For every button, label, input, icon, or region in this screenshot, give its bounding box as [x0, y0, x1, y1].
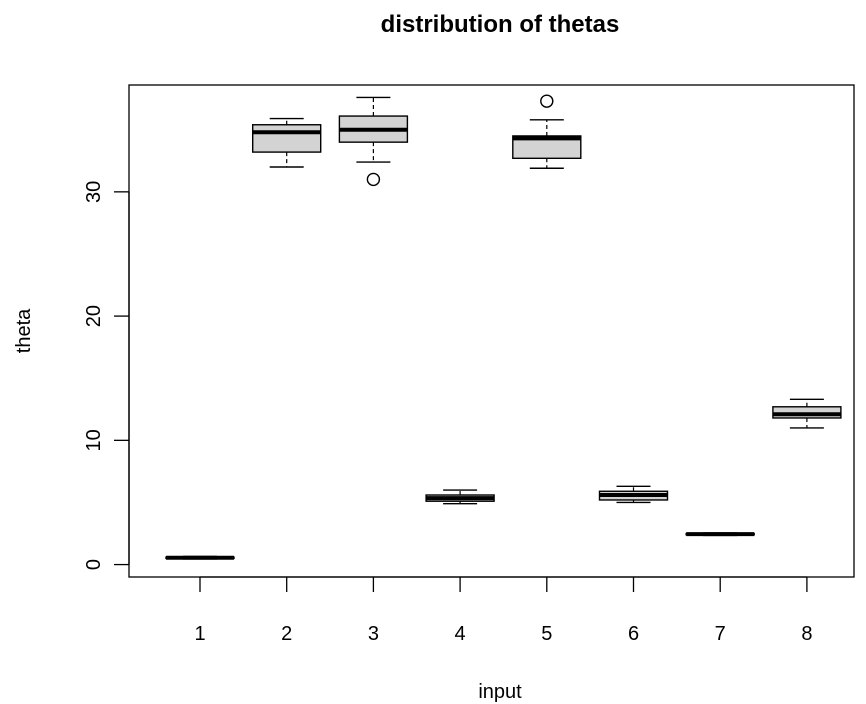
x-tick-label: 7	[715, 623, 726, 645]
y-tick-label: 20	[83, 305, 105, 327]
box-1	[165, 555, 235, 560]
box-body	[512, 135, 582, 160]
y-axis: 0 10 20 30	[83, 181, 130, 570]
x-tick-label: 3	[368, 623, 379, 645]
x-tick-label: 1	[194, 623, 205, 645]
x-axis: 1 2 3 4 5 6 7 8	[194, 576, 812, 645]
box-4	[425, 489, 495, 505]
x-tick-label: 5	[541, 623, 552, 645]
x-tick-label: 2	[281, 623, 292, 645]
x-axis-label: input	[478, 681, 522, 703]
outlier-point	[366, 172, 381, 187]
box-2	[251, 117, 322, 168]
box-7	[685, 532, 755, 537]
x-tick-label: 6	[628, 623, 639, 645]
x-tick-label: 4	[455, 623, 466, 645]
box-3	[338, 96, 409, 187]
box-body	[251, 124, 322, 153]
outlier-point	[540, 94, 554, 108]
box-5	[512, 94, 582, 169]
y-axis-label: theta	[13, 308, 35, 353]
plot-frame	[128, 84, 855, 578]
box-6	[598, 485, 669, 504]
y-tick-label: 30	[83, 181, 105, 203]
box-group	[165, 94, 842, 560]
y-tick-label: 10	[83, 429, 105, 451]
y-tick-label: 0	[83, 559, 105, 570]
chart-title: distribution of thetas	[381, 11, 620, 38]
box-8	[772, 398, 842, 429]
x-tick-label: 8	[801, 623, 812, 645]
